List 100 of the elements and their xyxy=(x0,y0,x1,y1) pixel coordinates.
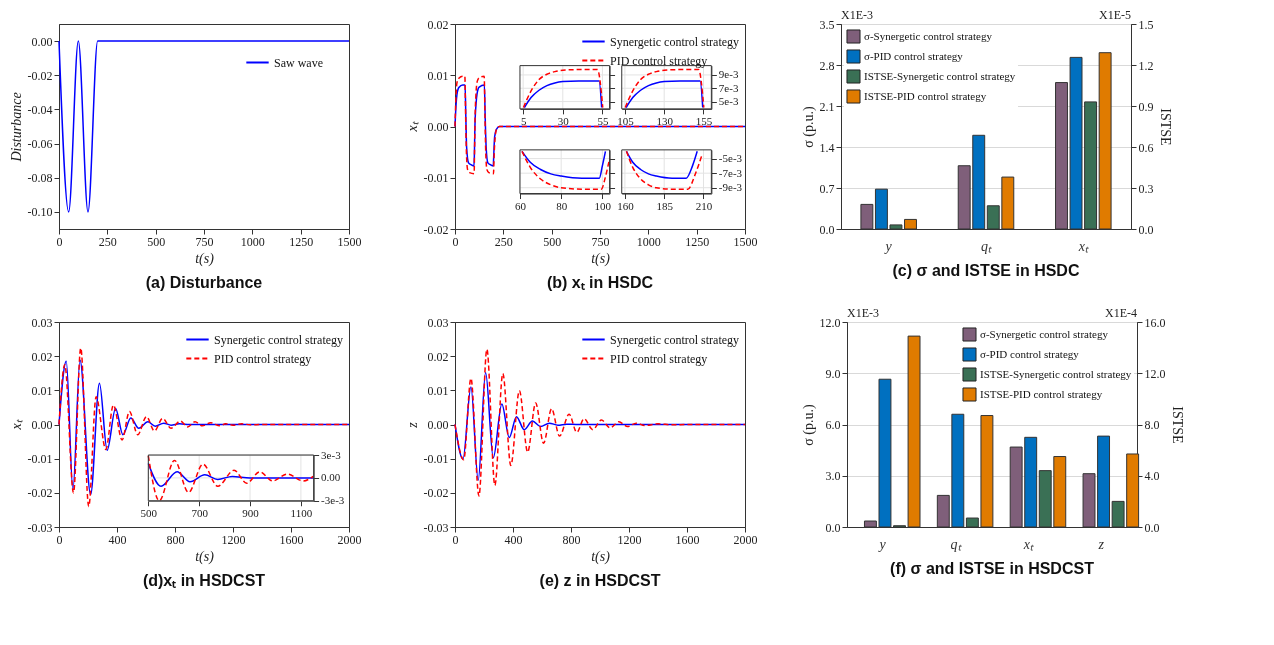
x-tick-label: 750 xyxy=(591,234,610,249)
legend-label: σ-Synergetic control strategy xyxy=(980,327,1109,340)
y-tick-label: 0.0 xyxy=(819,222,835,237)
y-tick-label: 5e-3 xyxy=(718,95,739,108)
x-tick-label: 1600 xyxy=(279,532,304,547)
y-tick-label: 7e-3 xyxy=(718,81,739,94)
x-tick-label: 155 xyxy=(695,115,713,128)
x-tick-label: 1000 xyxy=(636,234,661,249)
x-tick-label: 1000 xyxy=(240,234,265,249)
y-tick-label: 0.0 xyxy=(825,520,841,535)
text: (f) σ and ISTSE in HSDCST xyxy=(890,560,1095,577)
y-tick-label: 0.00 xyxy=(321,471,341,484)
x-axis-title: t(s) xyxy=(591,250,611,267)
y2-tick-label: 0.0 xyxy=(1138,222,1154,237)
x-tick-label: 60 xyxy=(514,200,527,213)
y2-tick-label: 0.0 xyxy=(1144,520,1160,535)
x-tick-label: 30 xyxy=(557,115,570,128)
y-tick-label: -0.03 xyxy=(27,520,53,535)
y-tick-label: -0.06 xyxy=(27,137,53,152)
x-tick-label: qₜ xyxy=(981,238,992,254)
y-tick-label: 0.00 xyxy=(427,418,449,432)
y-tick-label: 0.00 xyxy=(31,418,53,432)
y-tick-label: -0.02 xyxy=(27,68,53,83)
x-tick-label: 250 xyxy=(98,234,117,249)
legend-label: σ-PID control strategy xyxy=(864,49,964,62)
x-tick-label: 130 xyxy=(656,115,674,128)
y2-tick-label: 1.2 xyxy=(1138,58,1154,73)
text: X1E-3 xyxy=(841,8,873,22)
x-tick-label: 2000 xyxy=(337,532,362,547)
y-tick-label: 3.0 xyxy=(825,469,841,484)
x-tick-label: 250 xyxy=(494,234,513,249)
x-tick-label: 0 xyxy=(56,532,63,547)
x-tick-label: 0 xyxy=(452,234,459,249)
y-tick-label: -0.02 xyxy=(423,222,449,237)
x-tick-label: 800 xyxy=(166,532,185,547)
x-tick-label: 400 xyxy=(108,532,127,547)
line-series xyxy=(624,68,705,109)
y-tick-label: 2.8 xyxy=(819,58,835,73)
y-tick-label: 0.00 xyxy=(427,120,449,134)
y-tick-label: -0.02 xyxy=(423,486,449,501)
x-tick-label: z xyxy=(1097,536,1105,552)
y-axis-title: σ (p.u.) xyxy=(800,403,817,446)
y-axis-title: xₜ xyxy=(8,419,24,431)
y-tick-label: 1.4 xyxy=(819,140,835,155)
x-tick-label: y xyxy=(877,536,887,552)
legend-label: PID control strategy xyxy=(214,351,312,366)
x-tick-label: 900 xyxy=(242,507,260,520)
legend-label: σ-PID control strategy xyxy=(980,347,1080,360)
y-tick-label: -9e-3 xyxy=(718,181,743,194)
legend-label: ISTSE-Synergetic control strategy xyxy=(864,69,1016,82)
y-tick-label: -0.01 xyxy=(423,452,449,467)
y-tick-label: 0.01 xyxy=(427,68,449,83)
x-tick-label: xₜ xyxy=(1077,238,1089,254)
text: (c) σ and ISTSE in HSDC xyxy=(892,262,1080,279)
y-tick-label: 0.02 xyxy=(427,17,449,32)
legend-label: Synergetic control strategy xyxy=(610,34,740,49)
x-axis-title: t(s) xyxy=(195,250,215,267)
y-tick-label: 0.02 xyxy=(31,349,53,364)
y-tick-label: -0.01 xyxy=(27,452,53,467)
y2-tick-label: 4.0 xyxy=(1144,469,1160,484)
y2-tick-label: 0.9 xyxy=(1138,99,1154,114)
y2-tick-label: 0.3 xyxy=(1138,181,1154,196)
y-tick-label: -0.10 xyxy=(27,205,53,220)
y-tick-label: 3.5 xyxy=(819,17,835,32)
x-tick-label: 1200 xyxy=(617,532,642,547)
x-tick-label: 1250 xyxy=(685,234,710,249)
x-tick-label: 185 xyxy=(656,200,674,213)
y-tick-label: 0.03 xyxy=(31,315,53,330)
y2-tick-label: 12.0 xyxy=(1144,366,1166,381)
line-series xyxy=(625,150,698,179)
y-tick-label: 9.0 xyxy=(825,366,841,381)
y-tick-label: 3e-3 xyxy=(321,448,342,461)
text: X1E-4 xyxy=(1105,306,1137,320)
y-tick-label: -0.08 xyxy=(27,171,53,186)
line-series xyxy=(625,80,704,109)
y-tick-label: -0.03 xyxy=(423,520,449,535)
x-tick-label: 210 xyxy=(695,200,713,213)
x-tick-label: 5 xyxy=(520,115,527,128)
y2-tick-label: 8.0 xyxy=(1144,418,1160,432)
y-tick-label: -3e-3 xyxy=(321,494,345,507)
x-tick-label: 160 xyxy=(617,200,635,213)
y-tick-label: 0.02 xyxy=(427,349,449,364)
text: X1E-5 xyxy=(1099,8,1131,22)
x-tick-label: 400 xyxy=(504,532,523,547)
line-series xyxy=(454,84,746,167)
legend-label: Saw wave xyxy=(274,55,323,70)
text: (a) Disturbance xyxy=(145,274,263,291)
y-tick-label: 0.01 xyxy=(427,383,449,398)
y-tick-label: -0.02 xyxy=(27,486,53,501)
x-tick-label: 500 xyxy=(147,234,166,249)
x-tick-label: 100 xyxy=(594,200,612,213)
y-tick-label: 0.03 xyxy=(427,315,449,330)
legend-label: Synergetic control strategy xyxy=(214,332,344,347)
y-tick-label: 9e-3 xyxy=(718,68,739,81)
x-tick-label: 1100 xyxy=(290,507,313,520)
x-tick-label: 2000 xyxy=(733,532,758,547)
legend-label: PID control strategy xyxy=(610,53,708,68)
y-tick-label: 6.0 xyxy=(825,418,841,432)
x-tick-label: 700 xyxy=(191,507,209,520)
y-tick-label: -0.04 xyxy=(27,102,53,117)
